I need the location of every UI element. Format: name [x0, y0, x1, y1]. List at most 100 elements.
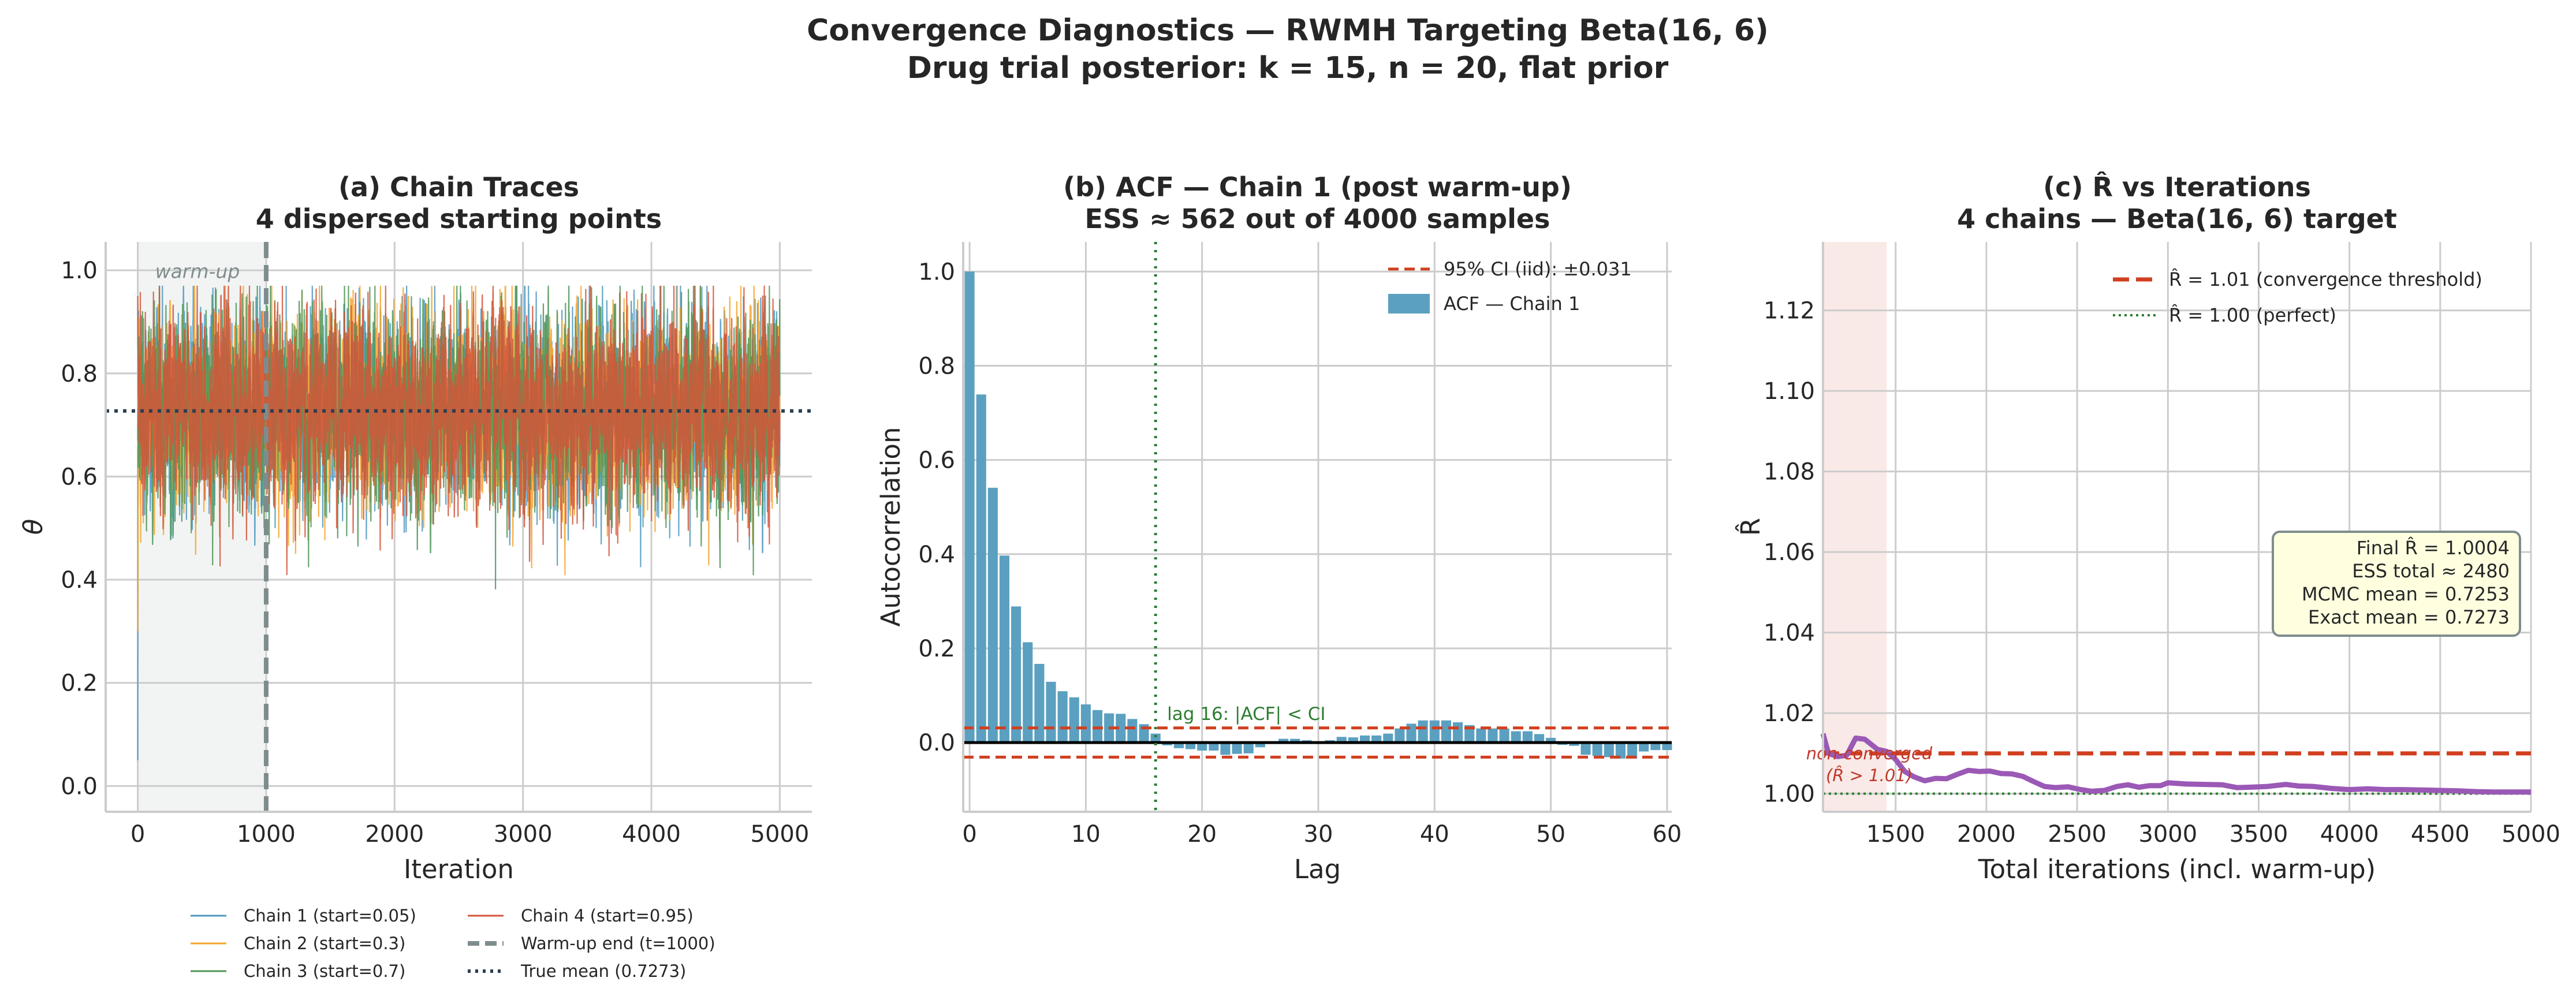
y-axis-label: Autocorrelation [875, 427, 906, 627]
y-tick-label: 0.6 [918, 447, 955, 474]
acf-bar [1580, 742, 1591, 755]
acf-bar [1464, 725, 1475, 743]
legend-entry: Chain 1 (start=0.05) [244, 906, 416, 926]
warmup-label: warm-up [155, 260, 240, 283]
acf-bar [1627, 742, 1638, 759]
acf-bar [1488, 728, 1498, 743]
acf-bar [1639, 742, 1649, 752]
cutoff-label: lag 16: |ACF| < CI [1167, 704, 1325, 725]
y-tick-label: 1.12 [1764, 298, 1815, 324]
acf-bar [1150, 733, 1161, 743]
legend-entry: Warm-up end (t=1000) [521, 934, 715, 953]
y-tick-label: 0.0 [918, 730, 955, 756]
x-axis-label: Iteration [404, 854, 514, 885]
acf-bar [1243, 742, 1254, 753]
grid [1823, 242, 2532, 812]
y-tick-label: 0.2 [918, 636, 955, 662]
acf-bar [1604, 742, 1614, 758]
y-tick-label: 1.06 [1764, 539, 1815, 566]
legend-entry: R̂ = 1.00 (perfect) [2169, 304, 2336, 326]
y-tick-label: 0.2 [61, 670, 98, 697]
panel-subtitle: ESS ≈ 562 out of 4000 samples [1085, 203, 1550, 234]
legend-entry: Chain 4 (start=0.95) [521, 906, 694, 926]
y-tick-label: 1.00 [1764, 781, 1815, 808]
y-tick-label: 1.04 [1764, 620, 1815, 647]
y-tick-label: 0.4 [61, 567, 98, 594]
nonconverged-label: non-converged [1806, 744, 1933, 763]
y-tick-label: 0.0 [61, 773, 98, 800]
figure-subtitle: Drug trial posterior: k = 15, n = 20, fl… [907, 51, 1669, 85]
stats-line: ESS total ≈ 2480 [2352, 560, 2510, 582]
stats-line: Exact mean = 0.7273 [2308, 606, 2510, 628]
traces-legend: Chain 1 (start=0.05) Chain 2 (start=0.3) C… [191, 906, 715, 981]
stats-line: Final R̂ = 1.0004 [2357, 537, 2510, 559]
acf-bar [1511, 731, 1521, 743]
y-tick-label: 0.8 [61, 361, 98, 387]
legend-entry: ACF — Chain 1 [1444, 293, 1580, 315]
acf-bar [1197, 742, 1207, 751]
acf-bar [1336, 737, 1347, 743]
x-tick-label: 1500 [1866, 821, 1925, 848]
x-tick-label: 2500 [2048, 821, 2107, 848]
legend-entry: True mean (0.7273) [520, 961, 686, 981]
acf-bar [1034, 663, 1045, 743]
acf-bar [1011, 606, 1022, 743]
panel-title: (a) Chain Traces [338, 171, 579, 203]
acf-legend: 95% CI (iid): ±0.031 ACF — Chain 1 [1388, 258, 1632, 315]
acf-bar [1348, 737, 1358, 743]
legend-entry: Chain 3 (start=0.7) [244, 961, 405, 981]
legend-swatch [1388, 294, 1430, 314]
acf-bar [1290, 738, 1300, 743]
acf-bar [987, 487, 998, 743]
acf-bar [1023, 642, 1033, 743]
x-tick-label: 4000 [622, 821, 681, 848]
nonconverged-condition: (R̂ > 1.01) [1826, 766, 1913, 785]
panel-b-acf: (b) ACF — Chain 1 (post warm-up)ESS ≈ 56… [875, 171, 1682, 885]
y-tick-label: 0.8 [918, 353, 955, 380]
y-tick-label: 1.0 [61, 258, 98, 284]
panel-subtitle: 4 dispersed starting points [256, 203, 662, 234]
acf-bar [1546, 737, 1556, 743]
acf-bar [1186, 742, 1196, 749]
panel-subtitle: 4 chains — Beta(16, 6) target [1957, 203, 2397, 234]
acf-bar [1232, 742, 1242, 754]
x-tick-label: 60 [1652, 821, 1682, 848]
acf-bar [1441, 720, 1452, 743]
rhat-line [1820, 733, 2531, 795]
acf-bar [1476, 728, 1486, 743]
acf-bar [1534, 734, 1545, 743]
legend-entry: Chain 2 (start=0.3) [244, 934, 405, 953]
acf-bar [1453, 722, 1463, 743]
nonconverged-shading [1823, 242, 1887, 812]
y-tick-label: 1.08 [1764, 459, 1815, 486]
x-axis-label: Total iterations (incl. warm-up) [1978, 854, 2376, 885]
x-tick-label: 2000 [1957, 821, 2016, 848]
acf-bar [1429, 720, 1440, 743]
acf-bar [1615, 742, 1626, 759]
acf-bar [1046, 681, 1056, 743]
x-tick-label: 5000 [751, 821, 810, 848]
acf-bar [1255, 742, 1265, 748]
acf-bar [999, 555, 1010, 743]
y-tick-label: 0.6 [61, 464, 98, 490]
x-tick-label: 2000 [365, 821, 424, 848]
x-tick-label: 1000 [237, 821, 296, 848]
acf-bar [1522, 731, 1533, 743]
x-tick-label: 3500 [2230, 821, 2288, 848]
y-tick-label: 0.4 [918, 542, 955, 568]
legend-entry: R̂ = 1.01 (convergence threshold) [2169, 268, 2482, 290]
stats-line: MCMC mean = 0.7253 [2302, 583, 2510, 605]
acf-bar [1116, 714, 1126, 743]
acf-bar [1569, 742, 1579, 746]
x-tick-label: 4000 [2320, 821, 2379, 848]
acf-bar [1173, 742, 1184, 748]
acf-bar [964, 271, 975, 743]
acf-bar [1395, 728, 1405, 743]
acf-bar [1069, 697, 1079, 743]
x-tick-label: 4500 [2411, 821, 2470, 848]
x-tick-label: 30 [1304, 821, 1333, 848]
acf-bar [1662, 742, 1672, 751]
acf-bar [1127, 719, 1138, 743]
